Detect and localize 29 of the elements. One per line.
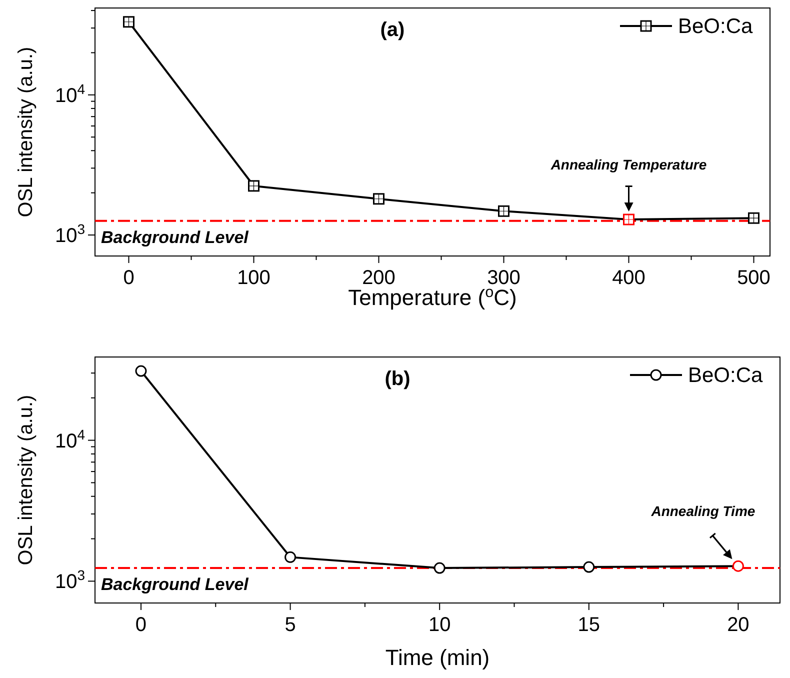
x-tick-label: 400: [612, 267, 646, 289]
x-axis-title: Time (min): [385, 645, 490, 670]
x-tick-label: 500: [737, 267, 770, 289]
x-tick-label: 0: [135, 614, 147, 636]
x-tick-label: 5: [284, 614, 296, 636]
y-tick-label: 10$^{3}$: [54, 220, 86, 247]
y-axis-title: OSL intensity (a.u.): [15, 394, 37, 566]
point: [583, 561, 595, 573]
text: (b): [384, 368, 410, 390]
x-tick-label: 15: [578, 614, 600, 636]
point: [732, 560, 744, 572]
x-tick-label: 20: [727, 614, 750, 636]
y-tick-label: 10$^{4}$: [54, 426, 86, 452]
point: [284, 551, 296, 563]
y-tick-label: 10$^{4}$: [54, 80, 86, 107]
point: [434, 562, 446, 574]
ref-line-label: Background Level: [101, 575, 250, 594]
legend-label: BeO:Ca: [688, 364, 764, 387]
annotation: Annealing Time: [650, 503, 756, 520]
y-tick-label: 10$^{3}$: [54, 567, 86, 594]
legend-label: BeO:Ca: [678, 15, 754, 38]
point: [135, 365, 147, 377]
x-tick-label: 100: [237, 267, 270, 289]
x-tick-label: 10: [428, 614, 451, 636]
ref-line-label: Background Level: [101, 228, 250, 247]
text: (a): [380, 19, 405, 41]
y-axis-title: OSL intensity (a.u.): [15, 46, 37, 218]
x-tick-label: 0: [123, 267, 134, 289]
annotation: Annealing Temperature: [550, 156, 707, 172]
